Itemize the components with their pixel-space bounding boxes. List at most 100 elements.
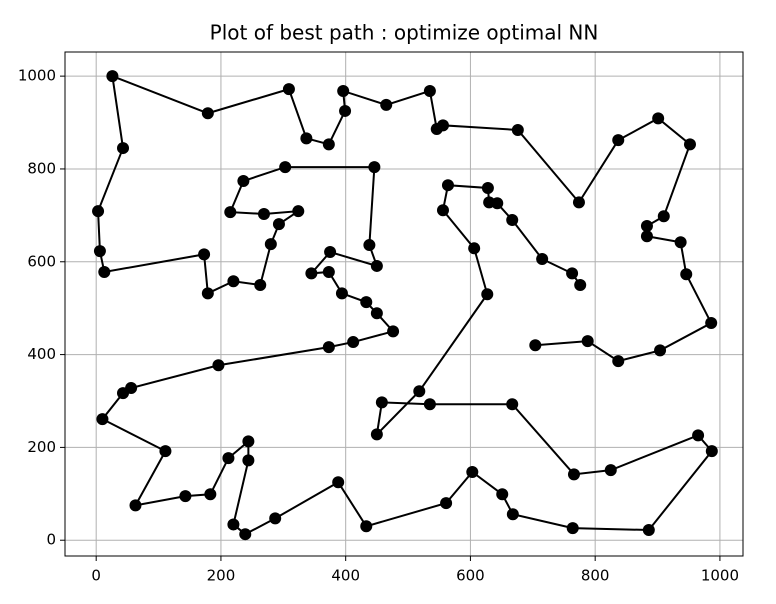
path-point — [370, 259, 383, 272]
path-point — [129, 499, 142, 512]
path-point — [506, 508, 519, 521]
y-tick-label: 1000 — [18, 67, 56, 85]
y-tick-label: 600 — [27, 252, 56, 270]
x-tick-label: 400 — [331, 567, 360, 585]
path-point — [481, 181, 494, 194]
path-point — [272, 218, 285, 231]
y-tick-label: 200 — [27, 438, 56, 456]
path-point — [506, 398, 519, 411]
path-point — [654, 344, 667, 357]
path-point — [201, 287, 214, 300]
path-point — [159, 445, 172, 458]
path-point — [604, 464, 617, 477]
path-point — [227, 275, 240, 288]
path-point — [705, 445, 718, 458]
path-point — [322, 138, 335, 151]
path-point — [360, 520, 373, 533]
path-point — [332, 476, 345, 489]
path-point — [300, 132, 313, 145]
path-point — [506, 214, 519, 226]
path-point — [257, 207, 270, 220]
path-point — [496, 488, 509, 501]
path-point — [347, 336, 360, 349]
path-point — [436, 204, 449, 217]
path-point — [204, 488, 217, 501]
path-point — [292, 205, 305, 218]
path-point — [380, 98, 393, 111]
path-point — [96, 413, 109, 426]
path-point — [574, 278, 587, 291]
path-point — [567, 468, 580, 481]
path-point — [370, 307, 383, 320]
path-point — [93, 245, 106, 258]
path-point — [282, 83, 295, 96]
path-point — [269, 512, 282, 525]
path-point — [440, 497, 453, 510]
path-point — [491, 197, 504, 210]
path-point — [705, 317, 718, 330]
path-point — [279, 161, 292, 174]
path-point — [339, 104, 352, 117]
path-point — [222, 452, 235, 465]
path-point — [375, 396, 388, 409]
path-point — [692, 429, 705, 442]
path-point — [674, 236, 687, 249]
path-point — [224, 206, 237, 219]
path-point — [612, 355, 625, 368]
path-point — [468, 242, 481, 255]
path-point — [337, 84, 350, 97]
path-point — [335, 287, 348, 300]
path-point — [423, 84, 436, 97]
y-tick-label: 0 — [46, 531, 56, 549]
path-point — [652, 112, 665, 125]
path-point — [441, 179, 454, 192]
path-point — [360, 296, 373, 309]
path-point — [572, 196, 585, 209]
path-point — [264, 238, 277, 251]
x-tick-label: 600 — [456, 567, 485, 585]
path-point — [612, 134, 625, 147]
path-point — [324, 246, 337, 259]
path-point — [581, 335, 594, 348]
path-point — [117, 142, 130, 155]
path-point — [239, 528, 252, 541]
path-point — [387, 325, 400, 338]
path-point — [322, 341, 335, 354]
path-point — [198, 248, 211, 261]
path-point — [423, 398, 436, 411]
path-point — [179, 490, 192, 503]
path-point — [98, 265, 111, 278]
path-point — [466, 466, 479, 478]
y-tick-label: 400 — [27, 345, 56, 363]
path-point — [242, 435, 255, 448]
path-point — [201, 107, 214, 120]
path-point — [430, 123, 443, 136]
path-point — [536, 252, 549, 265]
path-point — [322, 265, 335, 278]
path-point — [370, 428, 383, 441]
path-point — [305, 267, 318, 280]
path-point — [511, 123, 524, 136]
path-point — [242, 454, 255, 467]
x-tick-label: 800 — [581, 567, 610, 585]
path-point — [642, 524, 655, 537]
path-point — [363, 239, 376, 252]
x-tick-label: 200 — [207, 567, 236, 585]
chart-title: Plot of best path : optimize optimal NN — [210, 21, 599, 45]
path-point — [368, 161, 381, 174]
path-point — [227, 518, 240, 531]
path-point — [657, 210, 670, 223]
x-tick-label: 1000 — [701, 567, 739, 585]
y-tick-label: 800 — [27, 159, 56, 177]
path-point — [117, 387, 130, 400]
path-point — [566, 267, 579, 280]
plot-frame — [64, 51, 744, 557]
path-point — [92, 205, 105, 218]
x-tick-label: 0 — [91, 567, 101, 585]
path-point — [481, 288, 494, 301]
path-point — [254, 278, 267, 291]
path-point — [413, 385, 426, 398]
path-point — [529, 339, 542, 352]
path-point — [566, 522, 579, 535]
